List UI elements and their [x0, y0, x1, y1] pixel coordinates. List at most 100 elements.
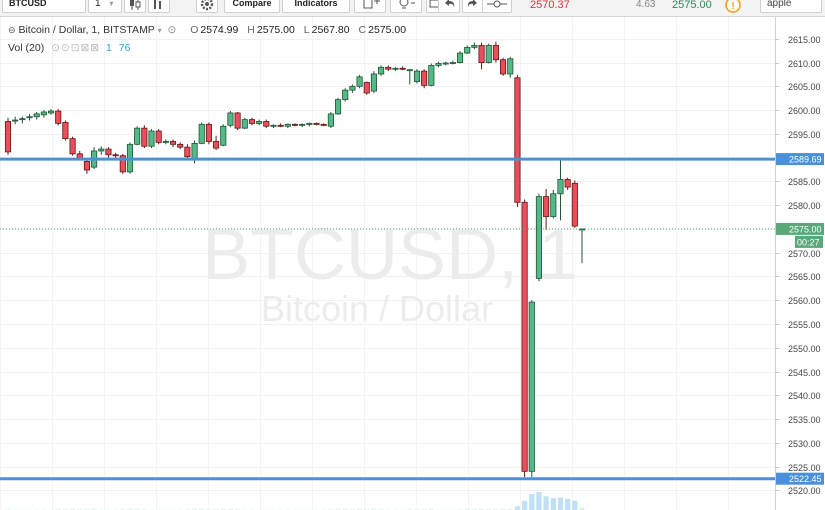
compare-button[interactable]: Compare	[224, 0, 280, 13]
candle-body	[4, 121, 12, 153]
candle-body	[342, 89, 349, 101]
candle-body	[370, 73, 377, 92]
candle-body	[492, 45, 499, 61]
candle-body	[40, 111, 47, 116]
y-tick-label: 2535.00	[788, 415, 821, 425]
candle-body	[112, 154, 119, 157]
candle-body	[456, 52, 464, 63]
candle-body	[356, 76, 363, 87]
settings-icon[interactable]: ⊙	[167, 24, 177, 36]
last-price-label: 2575.00	[789, 224, 822, 234]
candle-body	[521, 201, 528, 472]
candle-body	[464, 46, 471, 54]
candle-body	[349, 85, 356, 91]
volume-title[interactable]: Vol (20)	[8, 42, 45, 54]
y-tick-label: 2565.00	[788, 272, 821, 282]
y-tick-label: 2555.00	[788, 320, 821, 330]
redo-icon	[467, 0, 477, 7]
ohlc-values: O 2574.99 H 2575.00 L 2567.80 C 2575.00	[190, 24, 412, 36]
warning-icon[interactable]: !	[724, 0, 742, 13]
candle-body	[571, 182, 578, 227]
top-toolbar: BTCUSD 1 ▾ Compare Indicators 2570.37 4.…	[0, 0, 825, 17]
candle-body	[263, 121, 270, 127]
volume-bar	[572, 500, 578, 510]
candle-body	[471, 45, 478, 48]
horizontal-line-label: 2522.45	[789, 474, 822, 484]
zoom-button[interactable]	[482, 0, 512, 13]
ask-price[interactable]: 2575.00	[672, 0, 712, 11]
y-tick-label: 2600.00	[788, 106, 821, 116]
candle-body	[413, 70, 421, 82]
ideas-button[interactable]	[390, 0, 422, 13]
close-value: 2575.00	[368, 24, 407, 36]
watermark-name: Bitcoin / Dollar	[261, 288, 493, 329]
series-title[interactable]: Bitcoin / Dollar, 1, BITSTAMP	[18, 24, 155, 36]
candle-body	[428, 65, 435, 86]
undo-icon	[445, 0, 455, 7]
bar-style-button[interactable]	[124, 0, 146, 13]
chart-grid	[0, 17, 775, 510]
candle-body	[507, 58, 514, 75]
candle-body	[485, 45, 492, 63]
y-tick-label: 2540.00	[788, 391, 821, 401]
price-axis[interactable]: 2520.00 2525.00 2530.00 2535.00 2540.00 2545.…	[775, 35, 821, 496]
y-tick-label: 2605.00	[788, 82, 821, 92]
y-tick-label: 2545.00	[788, 368, 821, 378]
settings-button[interactable]	[196, 0, 218, 13]
low-label: L	[303, 24, 310, 36]
candle-body	[291, 123, 299, 126]
volume-bar	[564, 498, 571, 510]
candle-body	[442, 62, 449, 65]
price-chart[interactable]: BTCUSD, 1 Bitcoin / Dollar 2520.00 2525.0…	[0, 17, 825, 510]
svg-text:!: !	[731, 1, 734, 12]
volume-value: 76	[118, 42, 131, 54]
candle-body	[83, 161, 90, 171]
candle-body	[141, 127, 148, 147]
low-value: 2567.80	[311, 24, 350, 36]
candle-body	[12, 119, 19, 122]
y-tick-label: 2610.00	[788, 59, 821, 69]
high-label: H	[247, 24, 255, 36]
indicator-controls-icon[interactable]: ⊙⊙⊡⊠⊠	[51, 42, 101, 54]
candle-body	[213, 141, 220, 149]
bid-price[interactable]: 2570.37	[530, 0, 570, 11]
legend-chevron-icon[interactable]: ▾	[157, 26, 162, 35]
candle-body	[306, 123, 313, 125]
bars-icon	[154, 0, 161, 9]
candle-body	[19, 118, 26, 121]
candle-body	[177, 143, 184, 148]
volume-bars	[5, 492, 585, 510]
candle-body	[500, 59, 507, 75]
gear-icon	[200, 0, 214, 11]
volume-legend: Vol (20) ⊙⊙⊡⊠⊠ 1 76	[8, 42, 130, 54]
candle-body	[478, 45, 485, 63]
candle-body	[26, 116, 33, 119]
candle-body	[363, 82, 370, 94]
candle-body	[550, 193, 557, 217]
candle-body	[55, 110, 62, 124]
redo-button[interactable]	[462, 0, 484, 13]
alert-button[interactable]	[354, 0, 386, 13]
volume-bar	[536, 492, 542, 510]
candle-body	[277, 124, 284, 127]
candle-body	[162, 141, 169, 143]
search-input[interactable]: apple	[760, 0, 822, 13]
candle-body	[449, 62, 456, 64]
undo-button[interactable]	[438, 0, 460, 13]
open-value: 2574.99	[200, 24, 239, 36]
candle-body	[256, 121, 263, 124]
symbol-search-input[interactable]: BTCUSD	[2, 0, 86, 13]
horizontal-lines[interactable]	[0, 157, 775, 481]
candle-body	[98, 148, 105, 152]
indicators-button[interactable]: Indicators	[282, 0, 350, 13]
candle-body	[33, 113, 40, 118]
lightbulb-icon	[399, 0, 415, 9]
candle-body	[119, 155, 126, 173]
interval-select[interactable]: 1 ▾	[88, 0, 122, 13]
candle-body	[241, 119, 248, 129]
candle-body	[543, 196, 550, 217]
candle-body	[284, 123, 291, 127]
collapse-icon[interactable]: ⊖	[8, 25, 16, 35]
y-tick-label: 2585.00	[788, 177, 821, 187]
chart-type-button[interactable]	[148, 0, 170, 13]
